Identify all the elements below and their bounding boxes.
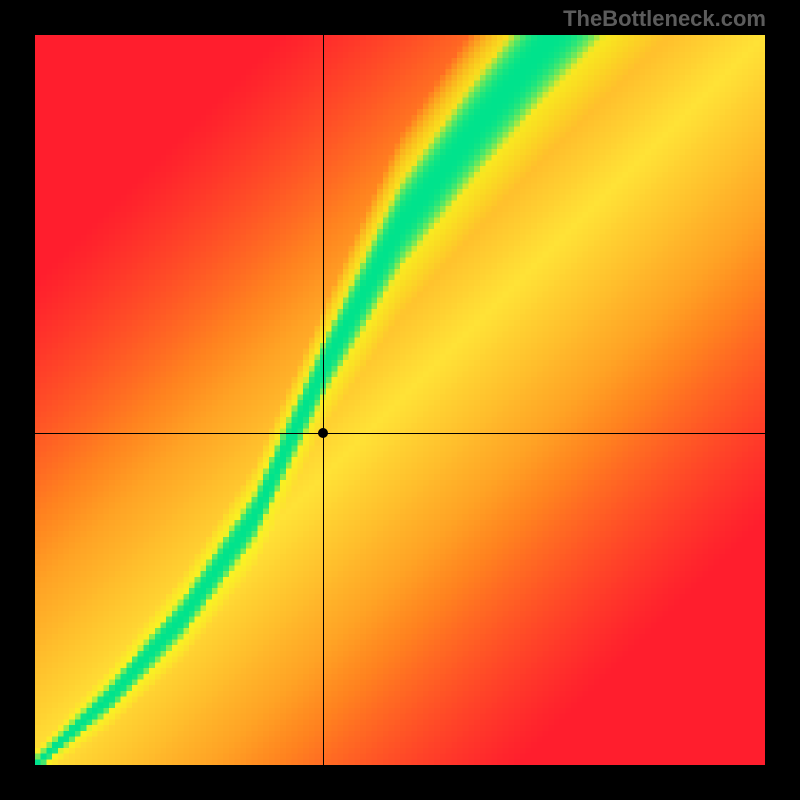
crosshair-vertical bbox=[323, 35, 324, 765]
crosshair-marker bbox=[318, 428, 328, 438]
crosshair-horizontal bbox=[35, 433, 765, 434]
bottleneck-heatmap bbox=[35, 35, 765, 765]
chart-frame: TheBottleneck.com bbox=[0, 0, 800, 800]
watermark-text: TheBottleneck.com bbox=[563, 6, 766, 32]
